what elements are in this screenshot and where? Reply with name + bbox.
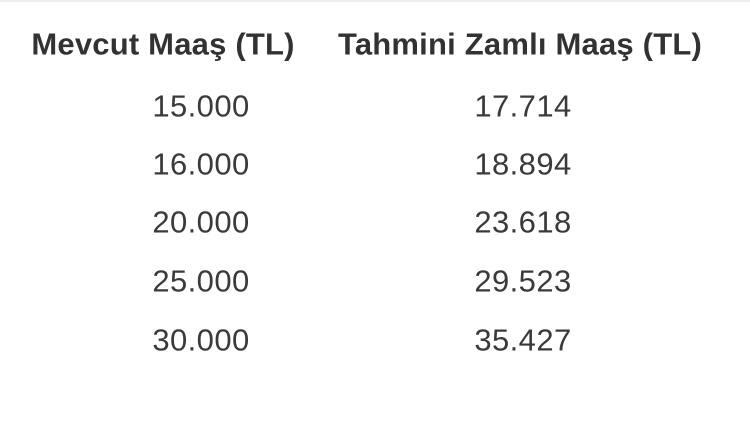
table-cell: 17.714 bbox=[474, 88, 572, 124]
table-cell: 20.000 bbox=[152, 204, 250, 240]
table-cell: 16.000 bbox=[152, 146, 250, 182]
table-cell: 35.427 bbox=[474, 322, 572, 358]
table-cell: 18.894 bbox=[474, 146, 572, 182]
column-header-current-salary: Mevcut Maaş (TL) bbox=[31, 26, 295, 62]
table-cell: 29.523 bbox=[474, 263, 572, 299]
table-cell: 30.000 bbox=[152, 322, 250, 358]
table-cell: 25.000 bbox=[152, 263, 250, 299]
top-hairline bbox=[0, 0, 750, 2]
table-cell: 23.618 bbox=[474, 204, 572, 240]
column-header-estimated-salary: Tahmini Zamlı Maaş (TL) bbox=[337, 26, 703, 62]
table-cell: 15.000 bbox=[152, 88, 250, 124]
